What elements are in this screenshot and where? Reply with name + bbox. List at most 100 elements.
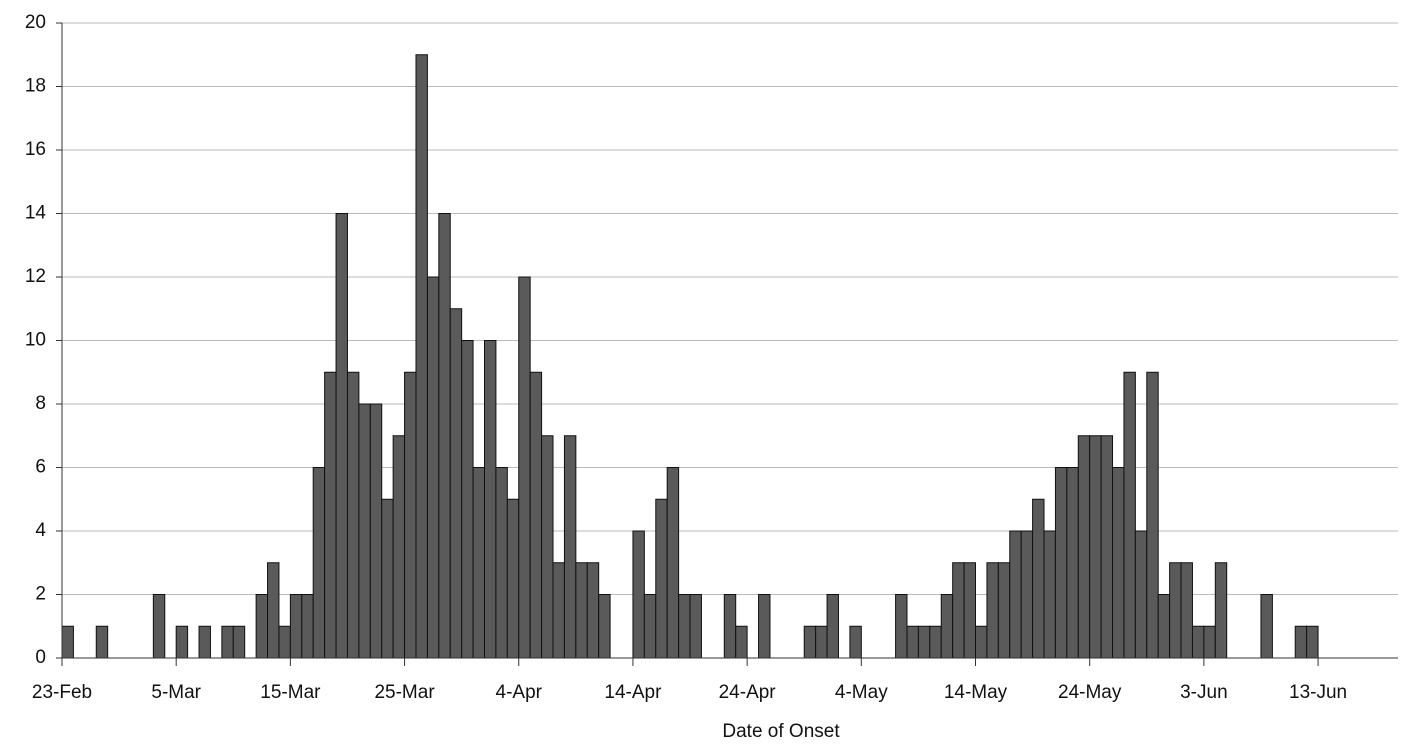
bar [929,625,942,659]
bar [803,625,817,659]
bar [518,276,531,659]
bar [255,594,269,659]
bar [369,403,383,659]
x-tick-label: 5-Mar [151,682,201,703]
bar [312,467,326,659]
y-tick-label: 14 [25,203,47,224]
bar [404,371,417,659]
bar [1306,625,1319,659]
x-tick-label: 23-Feb [32,682,92,703]
y-tick-label: 12 [25,266,46,287]
bar [906,625,919,659]
bar [575,562,588,659]
bar [449,308,463,659]
bar [346,371,360,659]
bar [495,467,508,659]
bar [506,498,520,659]
bar [975,625,988,659]
bar [1260,594,1273,659]
bar [415,54,428,659]
bar [472,467,485,659]
y-tick-label: 18 [25,76,46,97]
x-tick-label: 4-Apr [496,682,543,703]
bar [586,562,600,659]
bar [1134,530,1148,659]
x-axis-label: Date of Onset [722,721,840,742]
bar [1146,371,1159,659]
y-tick-label: 20 [25,12,46,33]
y-tick-label: 10 [25,330,46,351]
bar [1066,467,1079,659]
bar [426,276,440,659]
bar [963,562,977,659]
bar [655,498,668,659]
bar [1032,498,1045,659]
bar [95,625,109,659]
bar [552,562,565,659]
bar [335,213,348,659]
bar [381,498,394,659]
bar [940,594,954,659]
bar [301,594,314,659]
bar [723,594,737,659]
bar [643,594,657,659]
x-tick-label: 14-May [944,682,1008,703]
bar [175,625,189,659]
bar [221,625,234,659]
x-tick-label: 24-May [1058,682,1122,703]
bar [563,435,577,659]
x-tick-label: 13-Jun [1289,682,1347,703]
x-tick-label: 4-May [835,682,888,703]
bar [1009,530,1022,659]
y-tick-label: 8 [35,393,46,414]
x-tick-label: 14-Apr [604,682,662,703]
x-tick-label: 3-Jun [1180,682,1228,703]
bar [826,594,839,659]
y-tick-label: 2 [35,584,46,605]
bar [152,594,166,659]
bar [1203,625,1216,659]
y-tick-label: 4 [35,520,46,541]
bar [232,625,246,659]
bar [632,530,645,659]
bar [758,594,771,659]
bar [735,625,748,659]
bar [392,435,406,659]
bar [1214,562,1228,659]
y-tick-label: 16 [25,139,46,160]
bar [541,435,554,659]
bar [289,594,303,659]
bar [278,625,291,659]
bar [1020,530,1034,659]
bar [1100,435,1114,659]
bar [598,594,611,659]
bar [324,371,337,659]
bar [358,403,371,659]
bar [267,562,280,659]
bar [986,562,999,659]
bar [666,467,680,659]
bar [1077,435,1091,659]
bar [1043,530,1056,659]
bar [1294,625,1308,659]
bar [461,340,474,659]
bar [917,625,931,659]
x-tick-label: 25-Mar [374,682,435,703]
bar [952,562,965,659]
bar [61,625,74,659]
bar [529,371,543,659]
bar [678,594,691,659]
y-tick-label: 6 [35,457,46,478]
x-tick-label: 24-Apr [719,682,777,703]
bar [895,594,908,659]
y-tick-label: 0 [35,647,46,668]
bar [1157,594,1171,659]
bar [849,625,862,659]
bar [483,340,497,659]
x-tick-label: 15-Mar [260,682,321,703]
bar [438,213,451,659]
bar [198,625,211,659]
bar [689,594,702,659]
bar [997,562,1011,659]
